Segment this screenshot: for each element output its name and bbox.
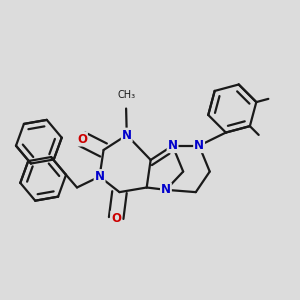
Text: N: N: [122, 129, 132, 142]
Text: O: O: [111, 212, 121, 224]
Text: N: N: [94, 170, 105, 183]
Text: N: N: [168, 139, 178, 152]
Text: N: N: [194, 139, 204, 152]
Text: N: N: [161, 183, 171, 196]
Text: O: O: [77, 133, 87, 146]
Text: CH₃: CH₃: [117, 90, 135, 100]
